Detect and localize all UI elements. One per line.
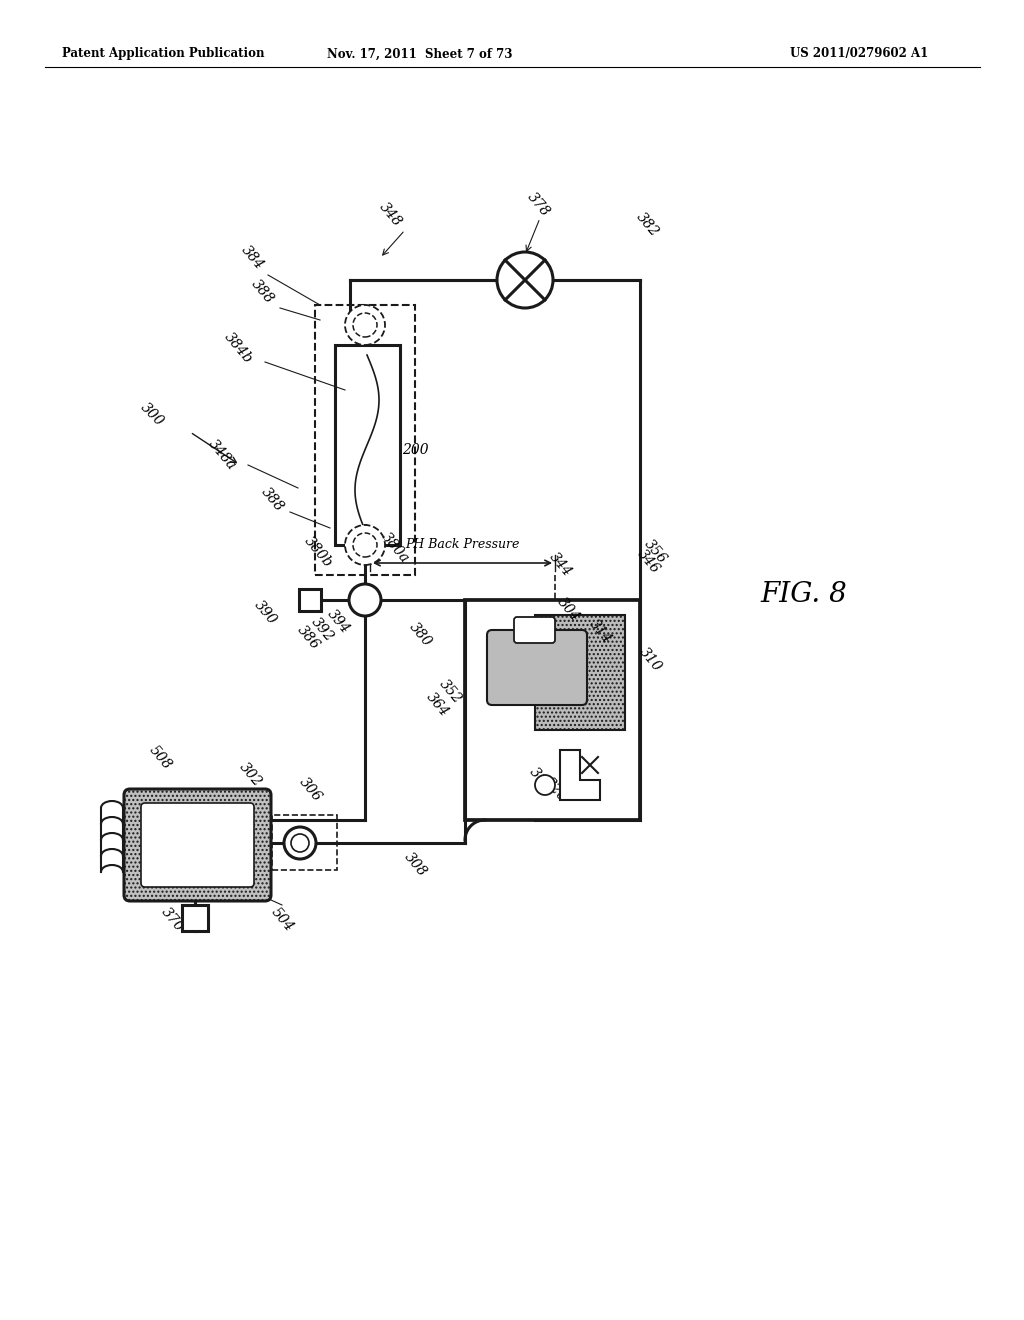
FancyBboxPatch shape: [124, 789, 271, 902]
Text: 300: 300: [137, 401, 166, 429]
Text: 394: 394: [324, 607, 352, 636]
Text: 504: 504: [268, 906, 296, 935]
Text: 386: 386: [294, 623, 322, 652]
Circle shape: [497, 252, 553, 308]
Text: PH Back Pressure: PH Back Pressure: [406, 539, 520, 552]
Text: 308: 308: [401, 850, 429, 879]
Bar: [465, 601, 640, 820]
FancyBboxPatch shape: [514, 616, 555, 643]
Text: 388: 388: [248, 277, 275, 306]
Text: 378: 378: [524, 190, 552, 219]
Text: 352: 352: [436, 677, 464, 706]
Text: 318: 318: [526, 766, 554, 795]
Polygon shape: [560, 750, 600, 800]
Bar: [315, 305, 415, 576]
Bar: [335, 345, 400, 545]
Text: 380a: 380a: [379, 531, 412, 566]
Text: 314: 314: [586, 618, 614, 647]
Circle shape: [349, 583, 381, 616]
Text: 388: 388: [258, 486, 286, 515]
Text: 306: 306: [296, 775, 324, 805]
Text: 348a: 348a: [206, 437, 239, 473]
Bar: [182, 906, 208, 931]
Text: 508: 508: [146, 743, 174, 772]
Text: 384: 384: [239, 243, 266, 273]
Text: 356: 356: [641, 537, 669, 566]
Text: 384b: 384b: [221, 330, 255, 366]
Text: 392: 392: [308, 615, 336, 644]
Text: 346: 346: [634, 548, 662, 577]
Text: Patent Application Publication: Patent Application Publication: [62, 48, 264, 61]
Text: Nov. 17, 2011  Sheet 7 of 73: Nov. 17, 2011 Sheet 7 of 73: [328, 48, 513, 61]
Text: 344: 344: [546, 550, 573, 579]
Text: 380: 380: [407, 620, 434, 649]
Circle shape: [284, 828, 316, 859]
Text: 390: 390: [251, 598, 279, 628]
Circle shape: [345, 525, 385, 565]
Text: 370: 370: [158, 906, 186, 935]
Bar: [272, 814, 337, 870]
Text: FIG. 8: FIG. 8: [760, 582, 847, 609]
Text: 302: 302: [237, 760, 264, 789]
Text: 348: 348: [376, 201, 403, 230]
Circle shape: [535, 775, 555, 795]
Text: 310: 310: [636, 645, 664, 675]
Text: 380b: 380b: [301, 533, 335, 570]
FancyBboxPatch shape: [141, 803, 254, 887]
FancyBboxPatch shape: [487, 630, 587, 705]
Text: 200: 200: [401, 444, 428, 457]
Text: 320: 320: [541, 775, 569, 805]
Text: 304: 304: [554, 595, 582, 624]
Circle shape: [345, 305, 385, 345]
Bar: [535, 615, 625, 730]
Text: 364: 364: [423, 690, 451, 719]
Text: 382: 382: [633, 210, 660, 240]
Bar: [299, 589, 321, 611]
Text: US 2011/0279602 A1: US 2011/0279602 A1: [790, 48, 928, 61]
